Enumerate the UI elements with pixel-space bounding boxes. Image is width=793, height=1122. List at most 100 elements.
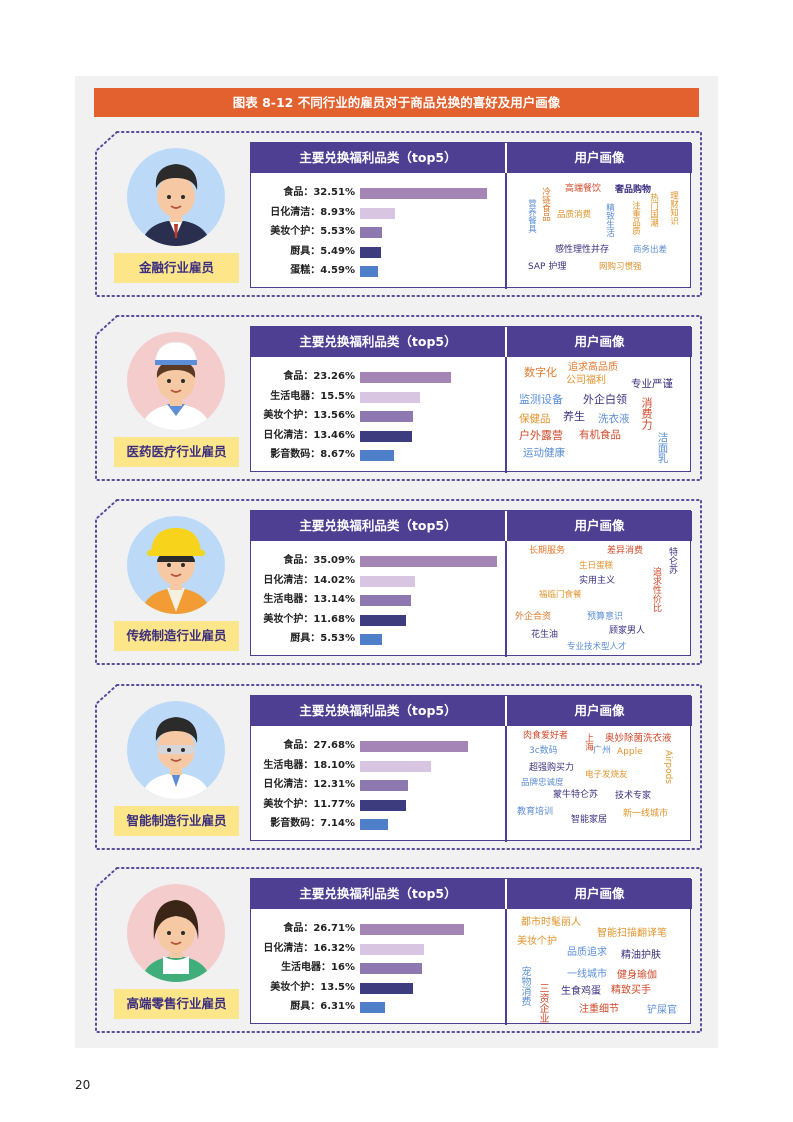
benefit-row: 日化清洁：14.02%: [251, 573, 505, 589]
user-profile-header: 用户画像: [507, 327, 692, 357]
benefit-bar: [360, 1002, 385, 1013]
user-profile-header: 用户画像: [507, 696, 692, 726]
profile-keyword: 保健品: [519, 413, 551, 425]
column-divider: [505, 879, 507, 1025]
benefit-row: 食品：27.68%: [251, 738, 505, 754]
profile-keyword: 专业技术型人才: [567, 642, 627, 652]
industry-label: 智能制造行业雇员: [114, 806, 239, 836]
benefit-label: 食品：27.68%: [283, 740, 355, 751]
benefit-bar: [360, 450, 394, 461]
benefit-bar: [360, 188, 487, 199]
profile-keyword: 高端餐饮: [565, 184, 602, 194]
benefit-row: 影音数码：7.14%: [251, 816, 505, 832]
profile-keyword: 广州: [593, 746, 612, 756]
benefit-category-header: 主要兑换福利品类（top5）: [251, 879, 505, 909]
profile-keyword: 技术专家: [615, 791, 652, 801]
benefit-row: 食品：32.51%: [251, 185, 505, 201]
benefit-bar: [360, 634, 382, 645]
benefit-row: 影音数码：8.67%: [251, 447, 505, 463]
benefit-table: 主要兑换福利品类（top5） 用户画像 食品：23.26% 生活电器：15.5% 美妆个…: [250, 326, 692, 473]
benefit-table: 主要兑换福利品类（top5） 用户画像食品：35.09% 日化清洁：14.02% 生活…: [250, 510, 692, 657]
profile-keyword: 追求性价比: [651, 567, 661, 612]
benefit-row: 日化清洁：16.32%: [251, 941, 505, 957]
benefit-row: 美妆个护：13.56%: [251, 408, 505, 424]
benefit-bar: [360, 963, 422, 974]
profile-keyword: 精致生活: [604, 203, 615, 237]
benefit-bar: [360, 227, 382, 238]
user-profile-header: 用户画像: [507, 511, 692, 541]
profile-keyword: SAP 护理: [528, 262, 567, 272]
profile-keyword: 蒙牛特仑苏: [553, 790, 599, 800]
benefit-label: 美妆个护：13.5%: [270, 981, 355, 993]
benefit-bar: [360, 246, 381, 258]
user-profile-word-cloud: 数字化 追求高品质 公司福利 专业严谨 监测设备 外企白领 消费力 保健品 养生 洗衣液 户外露营 有…: [507, 357, 692, 473]
industry-card: 传统制造行业雇员 主要兑换福利品类（top5） 用户画像 食品：35.09% 日化清洁：…: [95, 499, 702, 665]
profile-keyword: Airpods: [663, 750, 673, 784]
benefit-row: 生活电器：18.10%: [251, 758, 505, 774]
benefit-bar: [360, 924, 464, 935]
benefit-label: 美妆个护：5.53%: [270, 226, 355, 237]
industry-label: 高端零售行业雇员: [114, 989, 239, 1019]
benefit-bar: [360, 819, 388, 830]
profile-keyword: 冷链食品: [540, 187, 551, 221]
benefit-row: 生活电器：13.14%: [251, 592, 505, 608]
profile-keyword: 热门国潮: [648, 193, 659, 227]
benefit-bar: [360, 982, 413, 994]
benefit-row: 食品：23.26%: [251, 369, 505, 385]
benefit-label: 食品：35.09%: [283, 555, 355, 566]
benefit-bar: [360, 741, 468, 752]
header-divider: [505, 696, 507, 726]
benefit-category-header: 主要兑换福利品类（top5）: [251, 511, 505, 541]
industry-card: 金融行业雇员 主要兑换福利品类（top5） 用户画像 食品：32.51% 日化清洁：8.…: [95, 131, 702, 297]
benefit-label: 生活电器：13.14%: [263, 594, 355, 605]
profile-keyword: 铲屎官: [647, 1005, 677, 1016]
benefit-row: 生活电器：16%: [251, 960, 505, 976]
benefit-bar: [360, 207, 395, 219]
benefit-label: 生活电器：16%: [281, 962, 355, 973]
benefit-label: 日化清洁：14.02%: [263, 574, 355, 586]
user-profile-word-cloud: 都市时髦丽人 美妆个护 智能扫描翻译笔 品质追求 精油护肤 宠物消费 三资企业 一线城市 健身瑜…: [507, 909, 692, 1025]
header-divider: [505, 879, 507, 909]
benefit-bar: [360, 391, 420, 403]
column-divider: [505, 696, 507, 842]
profile-keyword: 有机食品: [579, 429, 621, 441]
profile-keyword: 营养餐具: [526, 199, 537, 233]
user-profile-word-cloud: 长期服务 差异消费 特仑苏 生日蛋糕 实用主义 追求性价比 福临门食餐 外企合资 预算意识 顾家男…: [507, 541, 692, 657]
benefit-label: 厨具：5.53%: [290, 633, 355, 644]
profile-keyword: 健身瑜伽: [617, 970, 657, 981]
profile-keyword: 外企合资: [515, 612, 552, 622]
profile-keyword: 洗衣液: [598, 413, 630, 425]
profile-keyword: 精油护肤: [621, 950, 661, 961]
industry-card: 医药医疗行业雇员 主要兑换福利品类（top5） 用户画像 食品：23.26% 生活电器：…: [95, 315, 702, 481]
benefit-bar: [360, 760, 431, 772]
benefit-label: 日化清洁：16.32%: [263, 942, 355, 954]
benefit-label: 生活电器：15.5%: [270, 390, 355, 402]
benefit-row: 日化清洁：12.31%: [251, 777, 505, 793]
profile-keyword: 智能扫描翻译笔: [597, 928, 667, 939]
profile-keyword: 都市时髦丽人: [521, 917, 581, 928]
nurse-avatar-icon: [127, 332, 225, 430]
benefit-table: 主要兑换福利品类（top5） 用户画像 食品：27.68% 生活电器：18.10% 日化…: [250, 695, 692, 842]
profile-keyword: 追求高品质: [568, 362, 618, 373]
benefit-label: 厨具：6.31%: [290, 1001, 355, 1012]
page-number: 20: [75, 1078, 91, 1092]
profile-keyword: 生日蛋糕: [579, 561, 614, 571]
profile-keyword: 外企白领: [583, 393, 627, 406]
industry-card: 智能制造行业雇员 主要兑换福利品类（top5） 用户画像 食品：27.68% 生活电器：…: [95, 684, 702, 850]
benefit-label: 影音数码：7.14%: [270, 818, 355, 829]
engineer-avatar-icon: [127, 701, 225, 799]
profile-keyword: 注重品质: [630, 201, 641, 235]
profile-keyword: 美妆个护: [517, 936, 557, 947]
figure-title: 图表 8-12 不同行业的雇员对于商品兑换的喜好及用户画像: [94, 88, 699, 117]
benefit-bar: [360, 799, 406, 811]
benefit-label: 日化清洁：13.46%: [263, 429, 355, 441]
benefit-bar: [360, 411, 413, 422]
benefit-row: 日化清洁：13.46%: [251, 428, 505, 444]
profile-keyword: 奢品购物: [615, 185, 652, 195]
column-divider: [505, 511, 507, 657]
profile-keyword: 专业严谨: [631, 378, 673, 390]
profile-keyword: 超强购买力: [529, 763, 575, 773]
benefit-label: 影音数码：8.67%: [270, 449, 355, 460]
profile-keyword: 户外露营: [519, 429, 563, 442]
header-divider: [505, 143, 507, 173]
